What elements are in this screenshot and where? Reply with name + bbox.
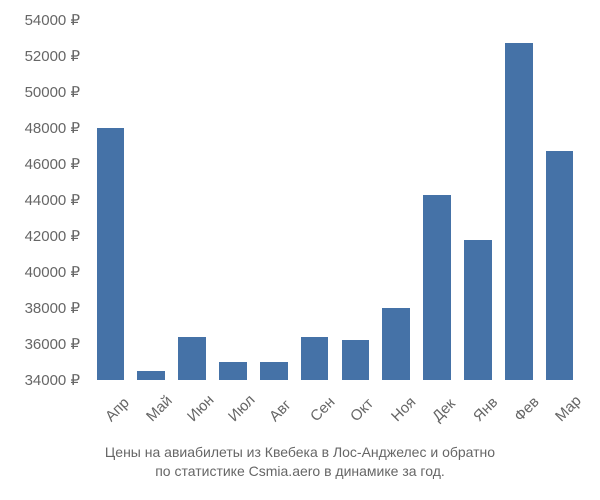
x-tick-label: Июл: [225, 391, 259, 425]
chart-caption: Цены на авиабилеты из Квебека в Лос-Андж…: [0, 443, 600, 482]
x-tick-label: Янв: [470, 394, 501, 425]
y-tick-label: 34000 ₽: [0, 371, 80, 389]
caption-line-1: Цены на авиабилеты из Квебека в Лос-Андж…: [0, 443, 600, 463]
y-tick-label: 40000 ₽: [0, 263, 80, 281]
x-axis: АпрМайИюнИюлАвгСенОктНояДекЯнвФевМар: [90, 385, 580, 445]
x-tick-label: Июн: [184, 392, 217, 425]
x-tick-label: Май: [143, 392, 176, 425]
y-axis: 34000 ₽36000 ₽38000 ₽40000 ₽42000 ₽44000…: [0, 20, 90, 380]
y-tick-label: 52000 ₽: [0, 47, 80, 65]
y-tick-label: 36000 ₽: [0, 335, 80, 353]
x-tick-label: Фев: [511, 393, 543, 425]
bars-container: [90, 20, 580, 380]
bar: [505, 43, 533, 380]
bar: [342, 340, 370, 380]
bar: [423, 195, 451, 380]
y-tick-label: 46000 ₽: [0, 155, 80, 173]
x-tick-label: Мар: [552, 392, 585, 425]
x-tick-label: Апр: [102, 394, 133, 425]
y-tick-label: 54000 ₽: [0, 11, 80, 29]
bar: [464, 240, 492, 380]
y-tick-label: 38000 ₽: [0, 299, 80, 317]
bar: [301, 337, 329, 380]
bar: [546, 151, 574, 380]
x-tick-label: Дек: [429, 395, 459, 425]
y-tick-label: 42000 ₽: [0, 227, 80, 245]
y-tick-label: 50000 ₽: [0, 83, 80, 101]
chart-plot-area: [90, 20, 580, 380]
x-tick-label: Ноя: [388, 394, 419, 425]
x-tick-label: Сен: [307, 394, 338, 425]
x-tick-label: Авг: [266, 396, 295, 425]
y-tick-label: 48000 ₽: [0, 119, 80, 137]
bar: [178, 337, 206, 380]
bar: [260, 362, 288, 380]
y-tick-label: 44000 ₽: [0, 191, 80, 209]
x-tick-label: Окт: [347, 395, 377, 425]
bar: [219, 362, 247, 380]
bar: [137, 371, 165, 380]
bar: [97, 128, 125, 380]
caption-line-2: по статистике Csmia.aero в динамике за г…: [0, 462, 600, 482]
bar: [382, 308, 410, 380]
